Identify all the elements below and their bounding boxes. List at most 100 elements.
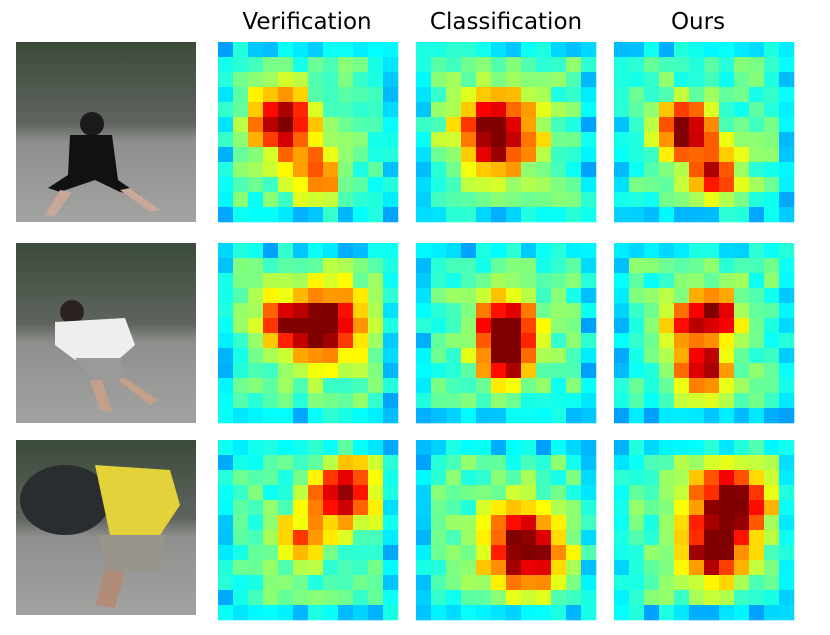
- heatmap-cell: [749, 575, 765, 591]
- heatmap-cell: [779, 207, 795, 223]
- heatmap-cell: [278, 348, 294, 364]
- heatmap-cell: [353, 590, 369, 606]
- heatmap-cell: [644, 560, 660, 576]
- heatmap-cell: [233, 378, 249, 394]
- heatmap-cell: [248, 117, 264, 133]
- heatmap-cell: [644, 132, 660, 148]
- heatmap-cell: [506, 530, 522, 546]
- heatmap-cell: [536, 258, 552, 274]
- heatmap-cell: [704, 72, 720, 88]
- heatmap-cell: [506, 485, 522, 501]
- heatmap-cell: [323, 393, 339, 409]
- heatmap-cell: [461, 470, 477, 486]
- heatmap-cell: [506, 147, 522, 163]
- heatmap-cell: [614, 72, 630, 88]
- heatmap-cell: [614, 177, 630, 193]
- heatmap-cell: [551, 348, 567, 364]
- heatmap-cell: [566, 72, 582, 88]
- heatmap-cell: [338, 348, 354, 364]
- heatmap-cell: [446, 575, 462, 591]
- heatmap-cell: [461, 363, 477, 379]
- heatmap-cell: [644, 333, 660, 349]
- heatmap-cell: [644, 515, 660, 531]
- column-header: Classification: [430, 9, 582, 35]
- heatmap-cell: [674, 440, 690, 456]
- heatmap-cell: [431, 162, 447, 178]
- heatmap-cell: [551, 545, 567, 561]
- heatmap: [416, 42, 597, 223]
- heatmap-cell: [734, 177, 750, 193]
- heatmap-cell: [263, 333, 279, 349]
- heatmap-cell: [476, 303, 492, 319]
- heatmap-cell: [218, 258, 234, 274]
- heatmap-cell: [476, 117, 492, 133]
- heatmap-cell: [476, 378, 492, 394]
- heatmap-cell: [659, 515, 675, 531]
- heatmap-cell: [521, 485, 537, 501]
- heatmap-cell: [218, 318, 234, 334]
- heatmap-cell: [461, 485, 477, 501]
- heatmap-cell: [353, 258, 369, 274]
- heatmap-cell: [719, 515, 735, 531]
- heatmap-cell: [368, 590, 384, 606]
- heatmap-cell: [749, 57, 765, 73]
- heatmap-cell: [749, 303, 765, 319]
- heatmap-cell: [506, 590, 522, 606]
- heatmap-cell: [263, 192, 279, 208]
- heatmap-cell: [323, 590, 339, 606]
- heatmap-cell: [293, 117, 309, 133]
- heatmap-cell: [308, 147, 324, 163]
- heatmap-cell: [521, 132, 537, 148]
- heatmap-cell: [674, 333, 690, 349]
- heatmap-cell: [689, 515, 705, 531]
- heatmap-cell: [368, 177, 384, 193]
- heatmap-cell: [734, 560, 750, 576]
- heatmap-cell: [506, 192, 522, 208]
- heatmap-cell: [566, 243, 582, 259]
- heatmap-cell: [461, 303, 477, 319]
- heatmap-cell: [248, 363, 264, 379]
- heatmap-cell: [338, 288, 354, 304]
- heatmap-cell: [368, 318, 384, 334]
- heatmap-cell: [293, 318, 309, 334]
- heatmap-cell: [734, 378, 750, 394]
- heatmap-cell: [248, 590, 264, 606]
- person-photo: [16, 42, 196, 222]
- heatmap-cell: [263, 393, 279, 409]
- heatmap-cell: [749, 470, 765, 486]
- heatmap-cell: [719, 605, 735, 621]
- heatmap-cell: [551, 440, 567, 456]
- heatmap-cell: [644, 177, 660, 193]
- heatmap-cell: [629, 440, 645, 456]
- heatmap-cell: [446, 117, 462, 133]
- heatmap-cell: [368, 333, 384, 349]
- heatmap-cell: [431, 455, 447, 471]
- heatmap-cell: [383, 147, 399, 163]
- heatmap-cell: [551, 117, 567, 133]
- heatmap-cell: [536, 545, 552, 561]
- heatmap-cell: [278, 530, 294, 546]
- heatmap-cell: [614, 605, 630, 621]
- heatmap-cell: [521, 258, 537, 274]
- heatmap-cell: [764, 303, 780, 319]
- heatmap-cell: [248, 177, 264, 193]
- heatmap-cell: [674, 455, 690, 471]
- heatmap-cell: [779, 243, 795, 259]
- heatmap-cell: [368, 560, 384, 576]
- heatmap-cell: [749, 192, 765, 208]
- heatmap-cell: [749, 530, 765, 546]
- heatmap-cell: [734, 162, 750, 178]
- heatmap-cell: [278, 393, 294, 409]
- heatmap-cell: [233, 455, 249, 471]
- heatmap-cell: [536, 288, 552, 304]
- heatmap-cell: [446, 348, 462, 364]
- heatmap-cell: [704, 515, 720, 531]
- heatmap-cell: [338, 545, 354, 561]
- heatmap-cell: [551, 393, 567, 409]
- heatmap-cell: [674, 393, 690, 409]
- heatmap-cell: [644, 318, 660, 334]
- heatmap-cell: [551, 273, 567, 289]
- heatmap-cell: [233, 530, 249, 546]
- heatmap-cell: [233, 102, 249, 118]
- heatmap-cell: [218, 440, 234, 456]
